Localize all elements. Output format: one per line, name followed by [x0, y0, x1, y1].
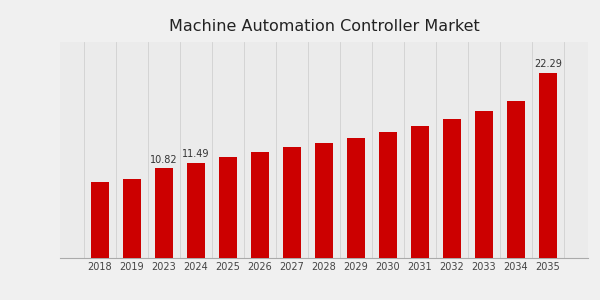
Bar [187, 163, 205, 258]
Text: 22.29: 22.29 [534, 59, 562, 70]
Bar [155, 168, 173, 258]
Bar [251, 152, 269, 258]
Bar [347, 138, 365, 258]
Bar [443, 119, 461, 258]
Bar [475, 110, 493, 258]
Title: Machine Automation Controller Market: Machine Automation Controller Market [169, 19, 479, 34]
Bar [411, 126, 429, 258]
Bar [283, 147, 301, 258]
Text: 11.49: 11.49 [182, 149, 210, 159]
Text: 10.82: 10.82 [150, 155, 178, 165]
Bar [315, 143, 333, 258]
Bar [379, 132, 397, 258]
Bar [219, 158, 237, 258]
Bar [539, 73, 557, 258]
Bar [507, 100, 525, 258]
Bar [91, 182, 109, 258]
Bar [123, 179, 141, 258]
